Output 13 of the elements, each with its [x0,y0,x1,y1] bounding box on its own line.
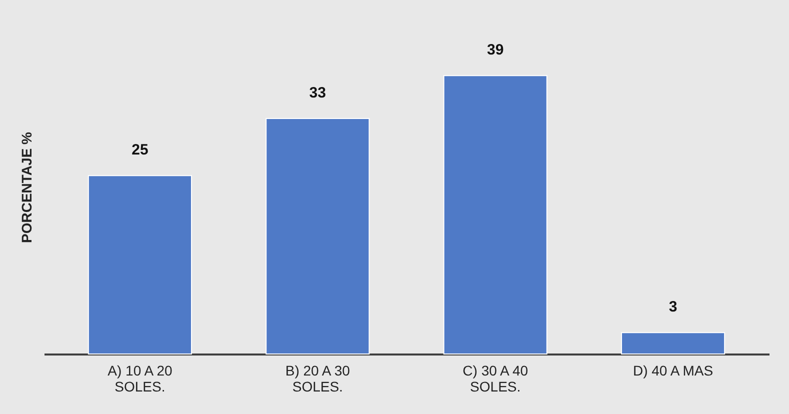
x-tick-label: C) 30 A 40 SOLES. [462,362,528,394]
bar [621,332,726,354]
x-tick-label: A) 10 A 20 SOLES. [108,362,172,394]
x-tick-label: D) 40 A MAS [632,362,714,378]
y-axis-title: PORCENTAJE % [18,131,34,243]
data-label: 39 [487,42,504,59]
data-label: 3 [668,298,678,316]
x-tick-label: B) 20 A 30 SOLES. [285,362,350,394]
data-label: 25 [132,142,148,159]
bar [88,175,192,354]
bar [443,75,548,354]
data-label: 33 [309,84,326,102]
bar [266,118,370,354]
